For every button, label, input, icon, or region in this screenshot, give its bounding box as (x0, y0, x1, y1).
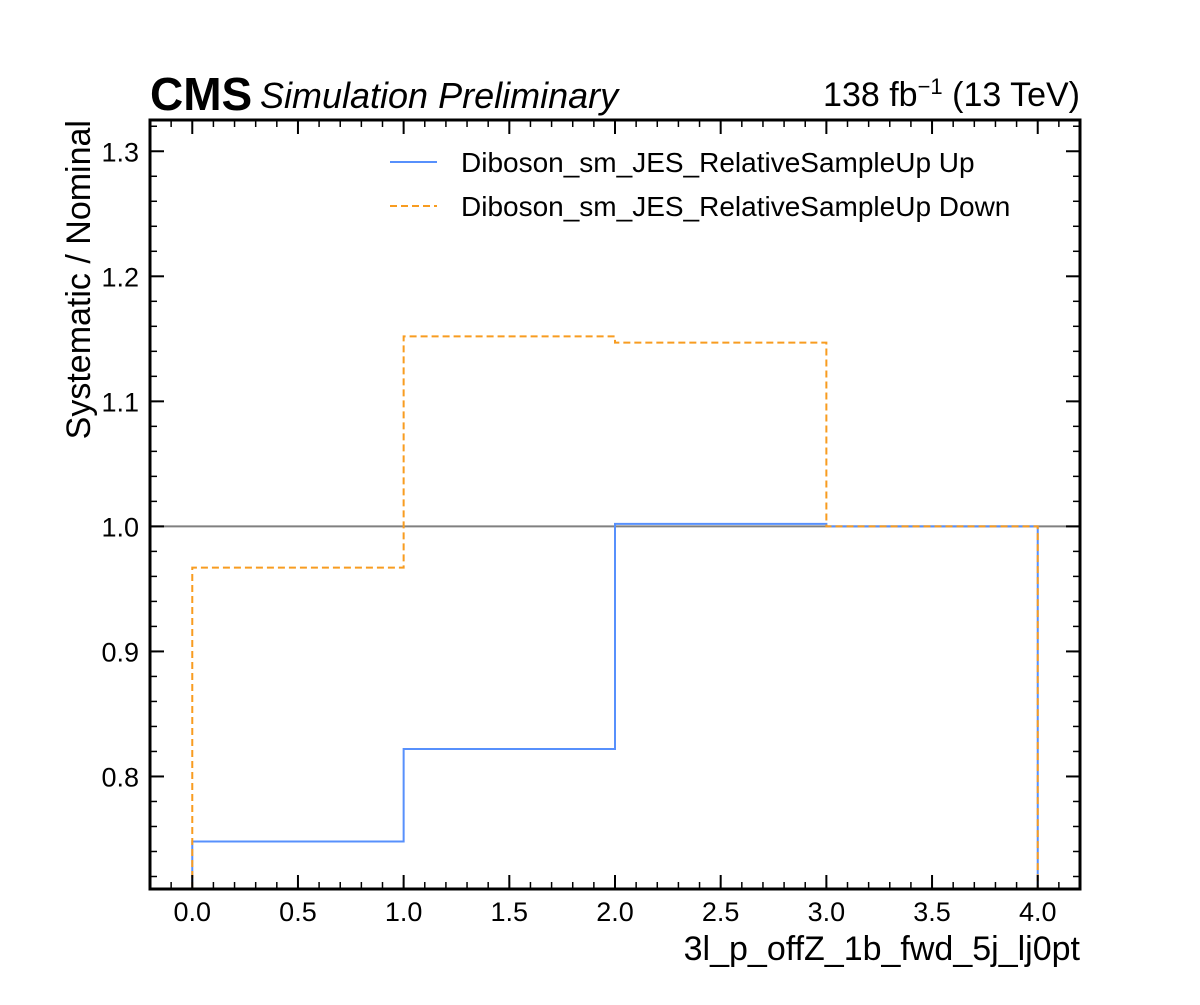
x-tick-label: 2.0 (596, 897, 634, 927)
y-tick-label: 0.9 (101, 637, 139, 667)
x-tick-label: 4.0 (1019, 897, 1057, 927)
series-line-0 (191, 522, 1039, 889)
energy-value: (13 TeV) (943, 76, 1080, 114)
y-tick-label: 1.0 (101, 512, 139, 542)
legend-label-1: Diboson_sm_JES_RelativeSampleUp Down (461, 191, 1010, 222)
tick-labels: 0.0 0.5 1.0 1.5 2.0 2.5 3.0 3.5 4.0 0.8 0.9 1.0 1.1 1… (101, 137, 1056, 927)
plot-content (150, 335, 1080, 889)
lumi-label: 138 fb−1 (13 TeV) (823, 74, 1080, 115)
axis-ticks (149, 120, 1081, 889)
legend: Diboson_sm_JES_RelativeSampleUp Up Diboso… (390, 147, 1010, 222)
x-axis-title: 3l_p_offZ_1b_fwd_5j_lj0pt (684, 930, 1081, 968)
x-tick-label: 2.5 (702, 897, 740, 927)
y-axis-title: Systematic / Nominal (60, 120, 98, 439)
experiment-label: CMS (150, 68, 252, 120)
x-tick-label: 0.0 (173, 897, 211, 927)
plot-frame (148, 118, 1082, 891)
y-tick-label: 1.2 (101, 262, 139, 292)
x-tick-label: 3.5 (913, 897, 951, 927)
x-tick-label: 3.0 (808, 897, 846, 927)
lumi-value: 138 fb (823, 76, 918, 114)
y-tick-label: 1.3 (101, 137, 139, 167)
lumi-exponent: −1 (918, 74, 943, 99)
x-tick-label: 0.5 (279, 897, 317, 927)
legend-label-0: Diboson_sm_JES_RelativeSampleUp Up (461, 147, 975, 178)
x-tick-label: 1.0 (385, 897, 423, 927)
status-label: Simulation Preliminary (260, 75, 620, 116)
y-tick-label: 0.8 (101, 762, 139, 792)
y-tick-label: 1.1 (101, 387, 139, 417)
x-tick-label: 1.5 (491, 897, 529, 927)
